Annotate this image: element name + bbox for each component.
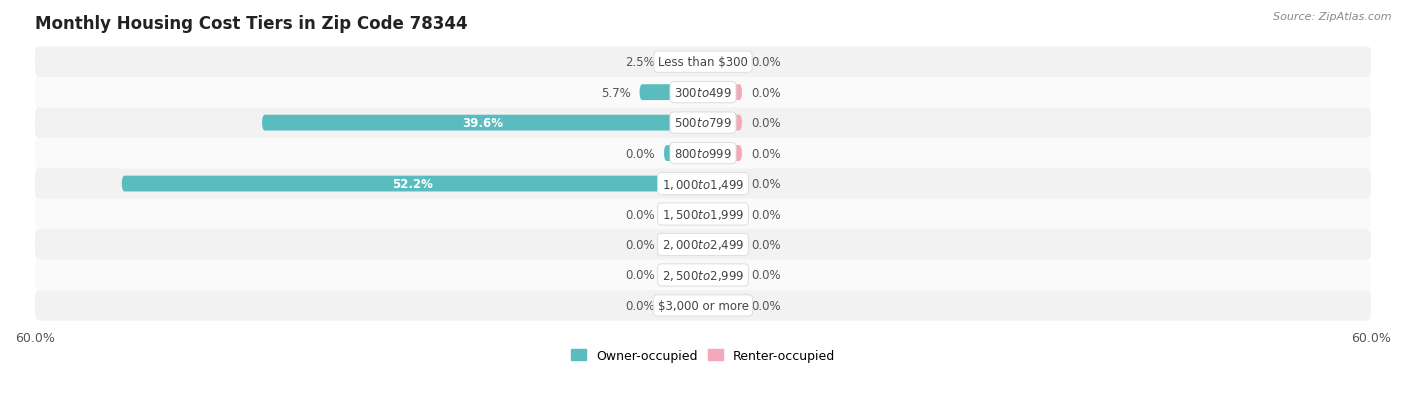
FancyBboxPatch shape bbox=[703, 237, 742, 253]
FancyBboxPatch shape bbox=[35, 47, 1371, 78]
FancyBboxPatch shape bbox=[703, 206, 742, 223]
Text: 0.0%: 0.0% bbox=[751, 147, 780, 160]
Text: 52.2%: 52.2% bbox=[392, 178, 433, 190]
FancyBboxPatch shape bbox=[664, 55, 703, 71]
FancyBboxPatch shape bbox=[35, 230, 1371, 260]
Text: 0.0%: 0.0% bbox=[751, 208, 780, 221]
Text: Source: ZipAtlas.com: Source: ZipAtlas.com bbox=[1274, 12, 1392, 22]
FancyBboxPatch shape bbox=[664, 206, 703, 223]
FancyBboxPatch shape bbox=[35, 199, 1371, 230]
FancyBboxPatch shape bbox=[35, 290, 1371, 321]
FancyBboxPatch shape bbox=[664, 237, 703, 253]
Text: 0.0%: 0.0% bbox=[626, 238, 655, 252]
Text: $500 to $799: $500 to $799 bbox=[673, 117, 733, 130]
Text: 0.0%: 0.0% bbox=[626, 147, 655, 160]
FancyBboxPatch shape bbox=[664, 298, 703, 313]
Text: $1,500 to $1,999: $1,500 to $1,999 bbox=[662, 207, 744, 221]
Text: 39.6%: 39.6% bbox=[463, 117, 503, 130]
FancyBboxPatch shape bbox=[122, 176, 703, 192]
FancyBboxPatch shape bbox=[35, 138, 1371, 169]
FancyBboxPatch shape bbox=[664, 267, 703, 283]
Text: $3,000 or more: $3,000 or more bbox=[658, 299, 748, 312]
FancyBboxPatch shape bbox=[703, 55, 742, 71]
FancyBboxPatch shape bbox=[35, 169, 1371, 199]
FancyBboxPatch shape bbox=[703, 176, 742, 192]
Text: 0.0%: 0.0% bbox=[751, 117, 780, 130]
Text: 0.0%: 0.0% bbox=[751, 178, 780, 190]
Text: 2.5%: 2.5% bbox=[626, 56, 655, 69]
FancyBboxPatch shape bbox=[703, 115, 742, 131]
FancyBboxPatch shape bbox=[703, 85, 742, 101]
Text: $1,000 to $1,499: $1,000 to $1,499 bbox=[662, 177, 744, 191]
FancyBboxPatch shape bbox=[35, 260, 1371, 290]
FancyBboxPatch shape bbox=[35, 108, 1371, 138]
Text: 0.0%: 0.0% bbox=[626, 299, 655, 312]
Text: Monthly Housing Cost Tiers in Zip Code 78344: Monthly Housing Cost Tiers in Zip Code 7… bbox=[35, 15, 468, 33]
Text: 0.0%: 0.0% bbox=[751, 238, 780, 252]
Text: $800 to $999: $800 to $999 bbox=[673, 147, 733, 160]
Text: 0.0%: 0.0% bbox=[751, 56, 780, 69]
Text: 0.0%: 0.0% bbox=[751, 269, 780, 282]
FancyBboxPatch shape bbox=[703, 267, 742, 283]
FancyBboxPatch shape bbox=[703, 146, 742, 161]
Text: 0.0%: 0.0% bbox=[751, 299, 780, 312]
FancyBboxPatch shape bbox=[262, 115, 703, 131]
FancyBboxPatch shape bbox=[640, 85, 703, 101]
Legend: Owner-occupied, Renter-occupied: Owner-occupied, Renter-occupied bbox=[567, 344, 839, 367]
Text: $2,500 to $2,999: $2,500 to $2,999 bbox=[662, 268, 744, 282]
Text: 0.0%: 0.0% bbox=[626, 208, 655, 221]
Text: 0.0%: 0.0% bbox=[751, 86, 780, 100]
Text: $2,000 to $2,499: $2,000 to $2,499 bbox=[662, 238, 744, 252]
Text: 0.0%: 0.0% bbox=[626, 269, 655, 282]
FancyBboxPatch shape bbox=[35, 78, 1371, 108]
Text: Less than $300: Less than $300 bbox=[658, 56, 748, 69]
Text: $300 to $499: $300 to $499 bbox=[673, 86, 733, 100]
Text: 5.7%: 5.7% bbox=[600, 86, 631, 100]
FancyBboxPatch shape bbox=[703, 298, 742, 313]
FancyBboxPatch shape bbox=[664, 146, 703, 161]
